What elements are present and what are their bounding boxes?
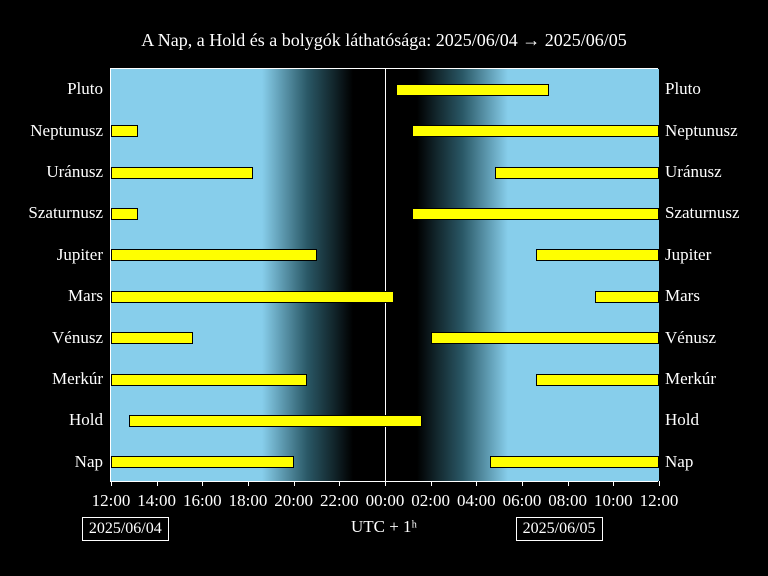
body-label-left: Nap	[75, 452, 103, 472]
x-tick	[157, 481, 158, 486]
visibility-bar	[495, 167, 659, 179]
x-tick	[202, 481, 203, 486]
visibility-bar	[412, 208, 659, 220]
body-label-right: Vénusz	[665, 328, 716, 348]
visibility-bar	[536, 374, 659, 386]
visibility-bar	[111, 291, 394, 303]
body-label-left: Vénusz	[52, 328, 103, 348]
visibility-bar	[111, 167, 253, 179]
x-tick	[522, 481, 523, 486]
body-label-right: Merkúr	[665, 369, 716, 389]
body-label-right: Neptunusz	[665, 121, 738, 141]
visibility-bar	[129, 415, 421, 427]
body-label-left: Neptunusz	[30, 121, 103, 141]
x-tick-label: 00:00	[366, 491, 405, 511]
body-label-right: Nap	[665, 452, 693, 472]
x-tick	[431, 481, 432, 486]
visibility-bar	[536, 249, 659, 261]
x-tick	[385, 481, 386, 486]
chart-plot-area: PlutoPlutoNeptunuszNeptunuszUránuszUránu…	[110, 68, 658, 482]
date-box-right: 2025/06/05	[516, 517, 603, 541]
body-label-right: Pluto	[665, 79, 701, 99]
body-label-right: Mars	[665, 286, 700, 306]
x-tick	[248, 481, 249, 486]
x-tick	[339, 481, 340, 486]
chart-title: A Nap, a Hold és a bolygók láthatósága: …	[0, 30, 768, 51]
visibility-bar	[111, 249, 317, 261]
body-label-left: Jupiter	[57, 245, 103, 265]
x-tick-label: 20:00	[274, 491, 313, 511]
body-label-right: Jupiter	[665, 245, 711, 265]
visibility-bar	[111, 208, 138, 220]
x-tick-label: 06:00	[503, 491, 542, 511]
body-label-left: Pluto	[67, 79, 103, 99]
x-tick-label: 04:00	[457, 491, 496, 511]
x-tick-label: 16:00	[183, 491, 222, 511]
body-label-right: Hold	[665, 410, 699, 430]
body-label-left: Uránusz	[46, 162, 103, 182]
x-axis-label: UTC + 1ʰ	[351, 517, 417, 537]
visibility-bar	[111, 456, 294, 468]
visibility-bar	[396, 84, 549, 96]
body-label-right: Uránusz	[665, 162, 722, 182]
visibility-bar	[490, 456, 659, 468]
x-tick	[613, 481, 614, 486]
x-tick-label: 14:00	[137, 491, 176, 511]
x-tick	[111, 481, 112, 486]
body-label-left: Merkúr	[52, 369, 103, 389]
x-tick-label: 02:00	[411, 491, 450, 511]
x-tick	[659, 481, 660, 486]
visibility-bar	[111, 125, 138, 137]
visibility-bar	[111, 374, 307, 386]
visibility-bar	[111, 332, 193, 344]
x-tick	[568, 481, 569, 486]
x-tick-label: 12:00	[640, 491, 679, 511]
x-tick-label: 22:00	[320, 491, 359, 511]
visibility-bar	[412, 125, 659, 137]
body-label-left: Mars	[68, 286, 103, 306]
x-tick-label: 08:00	[548, 491, 587, 511]
x-tick	[294, 481, 295, 486]
x-tick	[476, 481, 477, 486]
x-tick-label: 10:00	[594, 491, 633, 511]
x-tick-label: 12:00	[92, 491, 131, 511]
x-tick-label: 18:00	[229, 491, 268, 511]
body-label-left: Szaturnusz	[28, 203, 103, 223]
body-label-right: Szaturnusz	[665, 203, 740, 223]
date-box-left: 2025/06/04	[82, 517, 169, 541]
body-label-left: Hold	[69, 410, 103, 430]
visibility-bar	[431, 332, 659, 344]
visibility-bar	[595, 291, 659, 303]
